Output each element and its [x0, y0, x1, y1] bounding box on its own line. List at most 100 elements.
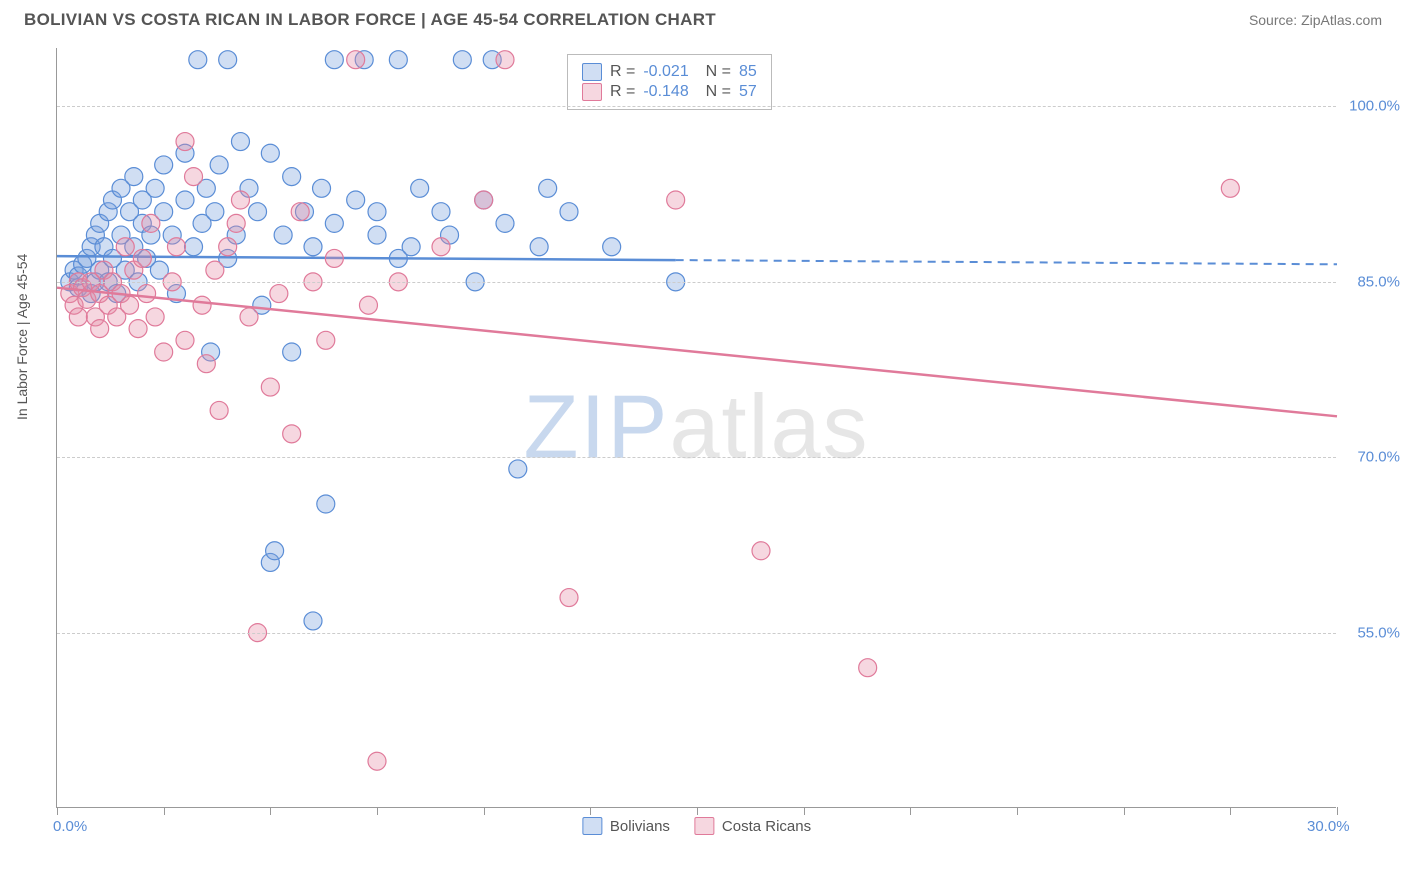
legend-series-label: Bolivians: [610, 818, 670, 835]
data-point: [347, 51, 365, 69]
data-point: [313, 179, 331, 197]
legend-n-value: 85: [739, 63, 757, 81]
x-tick: [1124, 807, 1125, 815]
data-point: [219, 51, 237, 69]
data-point: [560, 203, 578, 221]
data-point: [530, 238, 548, 256]
data-point: [91, 320, 109, 338]
x-tick: [270, 807, 271, 815]
data-point: [121, 296, 139, 314]
x-tick: [804, 807, 805, 815]
legend-r-label: R =: [610, 83, 635, 101]
data-point: [752, 542, 770, 560]
data-point: [368, 226, 386, 244]
x-tick-label: 0.0%: [53, 818, 87, 835]
data-point: [325, 51, 343, 69]
legend-r-value: -0.148: [643, 83, 688, 101]
data-point: [146, 308, 164, 326]
data-point: [185, 238, 203, 256]
data-point: [249, 203, 267, 221]
chart-title: BOLIVIAN VS COSTA RICAN IN LABOR FORCE |…: [24, 10, 716, 30]
data-point: [206, 261, 224, 279]
data-point: [176, 133, 194, 151]
data-point: [261, 378, 279, 396]
legend-r-label: R =: [610, 63, 635, 81]
data-point: [261, 144, 279, 162]
x-tick: [57, 807, 58, 815]
x-tick: [1230, 807, 1231, 815]
data-point: [231, 133, 249, 151]
data-point: [1221, 179, 1239, 197]
data-point: [189, 51, 207, 69]
data-point: [116, 238, 134, 256]
data-point: [432, 238, 450, 256]
x-tick: [164, 807, 165, 815]
data-point: [560, 589, 578, 607]
data-point: [155, 156, 173, 174]
data-point: [603, 238, 621, 256]
data-point: [402, 238, 420, 256]
gridline: [57, 106, 1336, 107]
data-point: [210, 156, 228, 174]
data-point: [859, 659, 877, 677]
data-point: [432, 203, 450, 221]
legend-series: Bolivians Costa Ricans: [582, 817, 811, 835]
data-point: [539, 179, 557, 197]
x-tick: [377, 807, 378, 815]
x-tick: [590, 807, 591, 815]
data-point: [69, 308, 87, 326]
data-point: [475, 191, 493, 209]
data-point: [193, 296, 211, 314]
data-point: [176, 191, 194, 209]
legend-correlation-row: R = -0.021 N = 85: [582, 63, 757, 81]
data-point: [496, 214, 514, 232]
data-point: [317, 331, 335, 349]
data-point: [176, 331, 194, 349]
data-point: [359, 296, 377, 314]
data-point: [325, 249, 343, 267]
data-point: [368, 203, 386, 221]
data-point: [146, 179, 164, 197]
data-point: [185, 168, 203, 186]
data-point: [317, 495, 335, 513]
data-point: [274, 226, 292, 244]
legend-n-label: N =: [697, 83, 731, 101]
legend-n-label: N =: [697, 63, 731, 81]
legend-swatch: [582, 817, 602, 835]
data-point: [667, 191, 685, 209]
data-point: [283, 168, 301, 186]
chart-header: BOLIVIAN VS COSTA RICAN IN LABOR FORCE |…: [0, 0, 1406, 38]
data-point: [142, 214, 160, 232]
gridline: [57, 633, 1336, 634]
data-point: [129, 320, 147, 338]
regression-line: [57, 288, 1337, 417]
x-tick-label: 30.0%: [1307, 818, 1350, 835]
data-point: [155, 343, 173, 361]
data-point: [210, 401, 228, 419]
data-point: [138, 285, 156, 303]
data-point: [411, 179, 429, 197]
data-point: [266, 542, 284, 560]
scatter-svg: [57, 48, 1336, 807]
data-point: [453, 51, 471, 69]
data-point: [283, 425, 301, 443]
data-point: [167, 238, 185, 256]
legend-r-value: -0.021: [643, 63, 688, 81]
legend-series-label: Costa Ricans: [722, 818, 811, 835]
data-point: [227, 214, 245, 232]
y-tick-label: 100.0%: [1349, 98, 1400, 115]
y-axis-label: In Labor Force | Age 45-54: [14, 254, 30, 420]
data-point: [304, 612, 322, 630]
data-point: [304, 238, 322, 256]
data-point: [206, 203, 224, 221]
y-tick-label: 85.0%: [1357, 273, 1400, 290]
data-point: [219, 238, 237, 256]
data-point: [347, 191, 365, 209]
x-tick: [697, 807, 698, 815]
regression-line-extrapolated: [676, 260, 1337, 264]
legend-n-value: 57: [739, 83, 757, 101]
y-tick-label: 55.0%: [1357, 624, 1400, 641]
legend-swatch: [694, 817, 714, 835]
legend-swatch: [582, 63, 602, 81]
data-point: [270, 285, 288, 303]
